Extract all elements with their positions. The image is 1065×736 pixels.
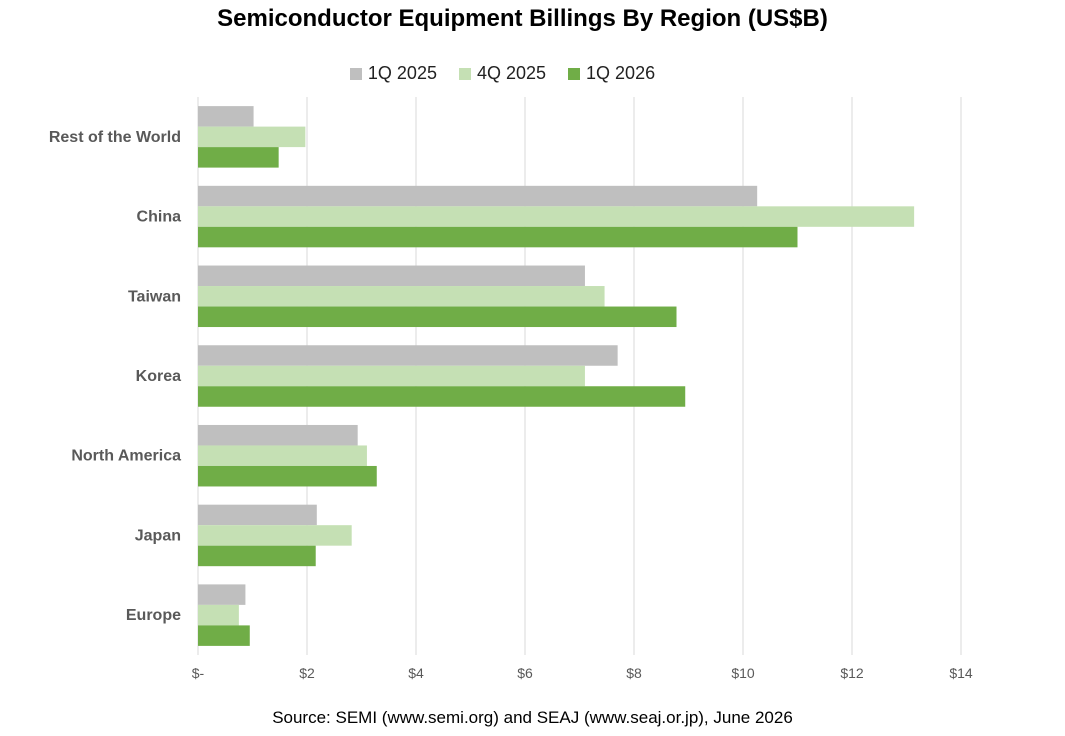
legend-label-1q-2026: 1Q 2026: [586, 63, 656, 83]
x-tick-label: $14: [949, 665, 973, 681]
bar: [198, 226, 798, 248]
bar: [198, 365, 585, 387]
category-label: North America: [71, 448, 181, 465]
legend-swatch-4q-2025: [458, 67, 471, 80]
chart-legend: 1Q 2025 4Q 2025 1Q 2026: [0, 63, 1005, 84]
bar: [198, 525, 352, 546]
bar: [198, 206, 915, 227]
bar: [198, 465, 377, 487]
x-tick-label: $2: [299, 665, 315, 681]
x-tick-label: $10: [731, 665, 755, 681]
bar: [198, 306, 677, 328]
category-label: China: [137, 209, 182, 226]
x-tick-label: $4: [408, 665, 424, 681]
chart-title: Semiconductor Equipment Billings By Regi…: [217, 5, 828, 32]
bar: [198, 185, 758, 207]
category-label: Europe: [126, 607, 181, 624]
legend-item-4q-2025: 4Q 2025: [458, 63, 547, 84]
legend-swatch-1q-2025: [349, 67, 362, 80]
category-label: Korea: [136, 368, 181, 385]
legend-swatch-1q-2026: [568, 67, 581, 80]
x-tick-label: $-: [192, 665, 205, 681]
x-tick-label: $6: [517, 665, 533, 681]
bar: [198, 386, 686, 407]
bar: [198, 545, 316, 567]
legend-label-1q-2025: 1Q 2025: [367, 63, 437, 83]
bar: [198, 286, 605, 307]
chart-source: Source: SEMI (www.semi.org) and SEAJ (ww…: [272, 708, 793, 727]
legend-label-4q-2025: 4Q 2025: [476, 63, 547, 83]
legend-item-1q-2025: 1Q 2025: [349, 63, 437, 84]
category-label: Japan: [135, 527, 181, 544]
bar: [198, 147, 279, 168]
x-tick-label: $12: [840, 665, 864, 681]
bar: [198, 445, 367, 466]
bar: [198, 424, 358, 446]
category-label: Rest of the World: [49, 129, 181, 146]
bar: [198, 345, 618, 366]
legend-item-1q-2026: 1Q 2026: [568, 63, 655, 84]
category-label: Taiwan: [128, 288, 181, 305]
bar: [198, 584, 246, 605]
x-tick-label: $8: [626, 665, 642, 681]
bar: [198, 265, 585, 287]
bar: [198, 604, 239, 626]
bar: [198, 106, 254, 127]
bar: [198, 126, 306, 148]
bar: [198, 625, 250, 646]
bar: [198, 504, 317, 526]
